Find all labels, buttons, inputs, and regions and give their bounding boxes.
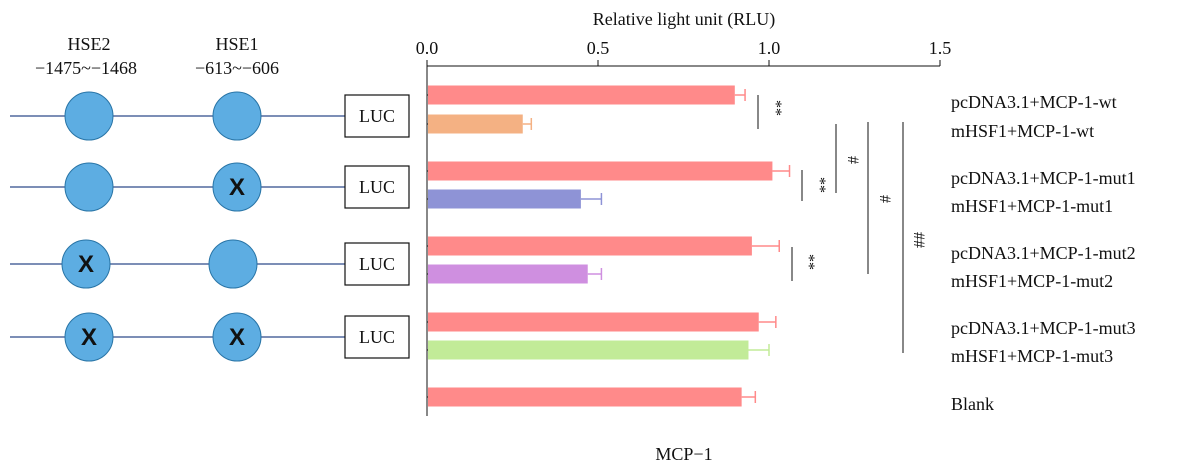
significance-label: ** bbox=[800, 254, 817, 270]
bar bbox=[428, 264, 588, 284]
hse2-range: −1475~−1468 bbox=[35, 58, 137, 78]
luc-box bbox=[344, 165, 410, 209]
bar bbox=[428, 340, 749, 360]
luc-label: LUC bbox=[359, 177, 395, 197]
luc-label: LUC bbox=[359, 254, 395, 274]
x-tick-label: 0.0 bbox=[416, 38, 439, 58]
category-label: pcDNA3.1+MCP-1-wt bbox=[951, 92, 1117, 112]
luc-box bbox=[344, 242, 410, 286]
category-label: mHSF1+MCP-1-mut2 bbox=[951, 271, 1113, 291]
hse1-name: HSE1 bbox=[215, 34, 258, 54]
luc-label: LUC bbox=[359, 327, 395, 347]
hse1-site bbox=[212, 312, 262, 362]
category-label: mHSF1+MCP-1-mut1 bbox=[951, 196, 1113, 216]
significance-label: ** bbox=[767, 100, 784, 116]
mutation-mark: X bbox=[78, 251, 94, 278]
bar bbox=[428, 114, 523, 134]
bar bbox=[428, 161, 773, 181]
mutation-mark: X bbox=[81, 324, 97, 351]
hse1-range: −613~−606 bbox=[195, 58, 279, 78]
construct-row: X LUC bbox=[10, 239, 410, 289]
x-axis-label: MCP−1 bbox=[655, 444, 712, 464]
construct-row: LUC bbox=[10, 91, 410, 141]
category-label: pcDNA3.1+MCP-1-mut3 bbox=[951, 318, 1136, 338]
construct-row: X X LUC bbox=[10, 312, 410, 362]
luc-box bbox=[344, 315, 410, 359]
luc-label: LUC bbox=[359, 106, 395, 126]
x-tick-label: 1.0 bbox=[758, 38, 781, 58]
hse1-site bbox=[212, 91, 262, 141]
hse1-site bbox=[212, 162, 262, 212]
hse1-site bbox=[208, 239, 258, 289]
x-tick-label: 1.5 bbox=[929, 38, 952, 58]
significance-layer: ******#### bbox=[757, 95, 927, 353]
x-tick-label: 0.5 bbox=[587, 38, 610, 58]
hse2-site bbox=[64, 312, 114, 362]
hse2-site bbox=[64, 91, 114, 141]
construct-diagrams: LUC X LUC X LUC X X LUC bbox=[10, 91, 410, 362]
mutation-mark: X bbox=[229, 174, 245, 201]
significance-label: # bbox=[876, 195, 893, 203]
significance-label: ** bbox=[811, 177, 828, 193]
category-label: pcDNA3.1+MCP-1-mut2 bbox=[951, 243, 1136, 263]
category-label: pcDNA3.1+MCP-1-mut1 bbox=[951, 168, 1136, 188]
construct-row: X LUC bbox=[10, 162, 410, 212]
hse2-site bbox=[64, 162, 114, 212]
bar bbox=[428, 312, 759, 332]
hse2-name: HSE2 bbox=[67, 34, 110, 54]
category-labels: pcDNA3.1+MCP-1-wt mHSF1+MCP-1-wt pcDNA3.1+… bbox=[951, 92, 1136, 414]
site-labels: HSE2 −1475~−1468 HSE1 −613~−606 bbox=[35, 34, 279, 78]
significance-label: ## bbox=[910, 232, 927, 248]
bar bbox=[428, 236, 752, 256]
luc-box bbox=[344, 94, 410, 138]
chart-title: Relative light unit (RLU) bbox=[593, 9, 775, 30]
bars-layer bbox=[428, 85, 791, 407]
hse2-site bbox=[61, 239, 111, 289]
mutation-mark: X bbox=[229, 324, 245, 351]
category-label: Blank bbox=[951, 394, 994, 414]
bar bbox=[428, 85, 735, 105]
category-label: mHSF1+MCP-1-mut3 bbox=[951, 346, 1113, 366]
category-label: mHSF1+MCP-1-wt bbox=[951, 121, 1094, 141]
significance-label: # bbox=[844, 156, 861, 164]
bar bbox=[428, 387, 742, 407]
x-axis: 0.0 0.5 1.0 1.5 bbox=[416, 38, 952, 416]
bar bbox=[428, 189, 581, 209]
